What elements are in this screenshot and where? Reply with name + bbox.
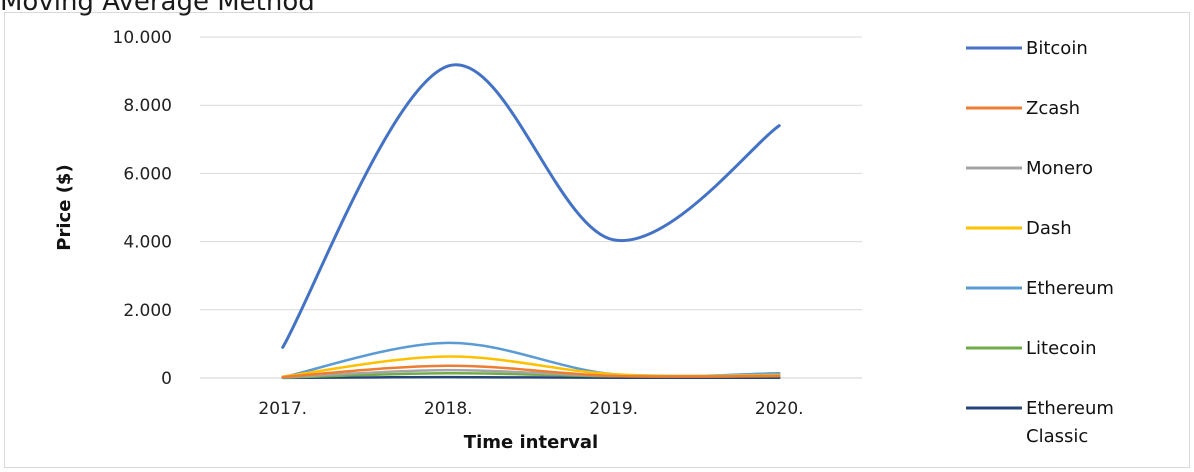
- legend-label: Ethereum: [1026, 278, 1114, 299]
- x-tick-label: 2019.: [589, 399, 638, 419]
- y-axis-title: Price ($): [54, 164, 75, 250]
- y-tick-label: 4.000: [123, 233, 172, 253]
- legend-item-ethereum-classic: Ethereum Classic: [966, 398, 1114, 447]
- x-axis-title: Time interval: [464, 432, 598, 453]
- chart-frame: [4, 12, 1190, 468]
- chart-title: Moving Average Method: [0, 0, 315, 17]
- legend-label: Litecoin: [1026, 338, 1096, 359]
- legend: Bitcoin Zcash Monero Dash Ethereum Litecoin Et…: [966, 38, 1114, 447]
- series-line-bitcoin: [281, 63, 781, 349]
- legend-label: Dash: [1026, 218, 1072, 239]
- legend-label: Bitcoin: [1026, 38, 1088, 59]
- legend-item-litecoin: Litecoin: [966, 338, 1096, 359]
- legend-label: Monero: [1026, 158, 1093, 179]
- legend-item-dash: Dash: [966, 218, 1072, 239]
- x-tick-label: 2017.: [258, 399, 307, 419]
- y-tick-label: 0: [161, 369, 172, 389]
- y-tick-label: 8.000: [123, 96, 172, 116]
- series-lines: [281, 63, 781, 380]
- legend-label: Classic: [1026, 426, 1088, 447]
- legend-item-zcash: Zcash: [966, 98, 1080, 119]
- legend-item-bitcoin: Bitcoin: [966, 38, 1088, 59]
- x-tick-label: 2018.: [424, 399, 473, 419]
- legend-label: Ethereum: [1026, 398, 1114, 419]
- legend-label: Zcash: [1026, 98, 1080, 119]
- y-tick-label: 2.000: [123, 301, 172, 321]
- gridlines: [200, 36, 862, 311]
- x-tick-label: 2020.: [755, 399, 804, 419]
- series-line-zcash: [281, 364, 781, 379]
- y-axis-ticks: 0 2.000 4.000 6.000 8.000 10.000: [113, 28, 172, 389]
- legend-item-monero: Monero: [966, 158, 1093, 179]
- legend-item-ethereum: Ethereum: [966, 278, 1114, 299]
- x-axis-ticks: 2017. 2018. 2019. 2020.: [258, 399, 803, 419]
- y-tick-label: 10.000: [113, 28, 172, 48]
- y-tick-label: 6.000: [123, 164, 172, 184]
